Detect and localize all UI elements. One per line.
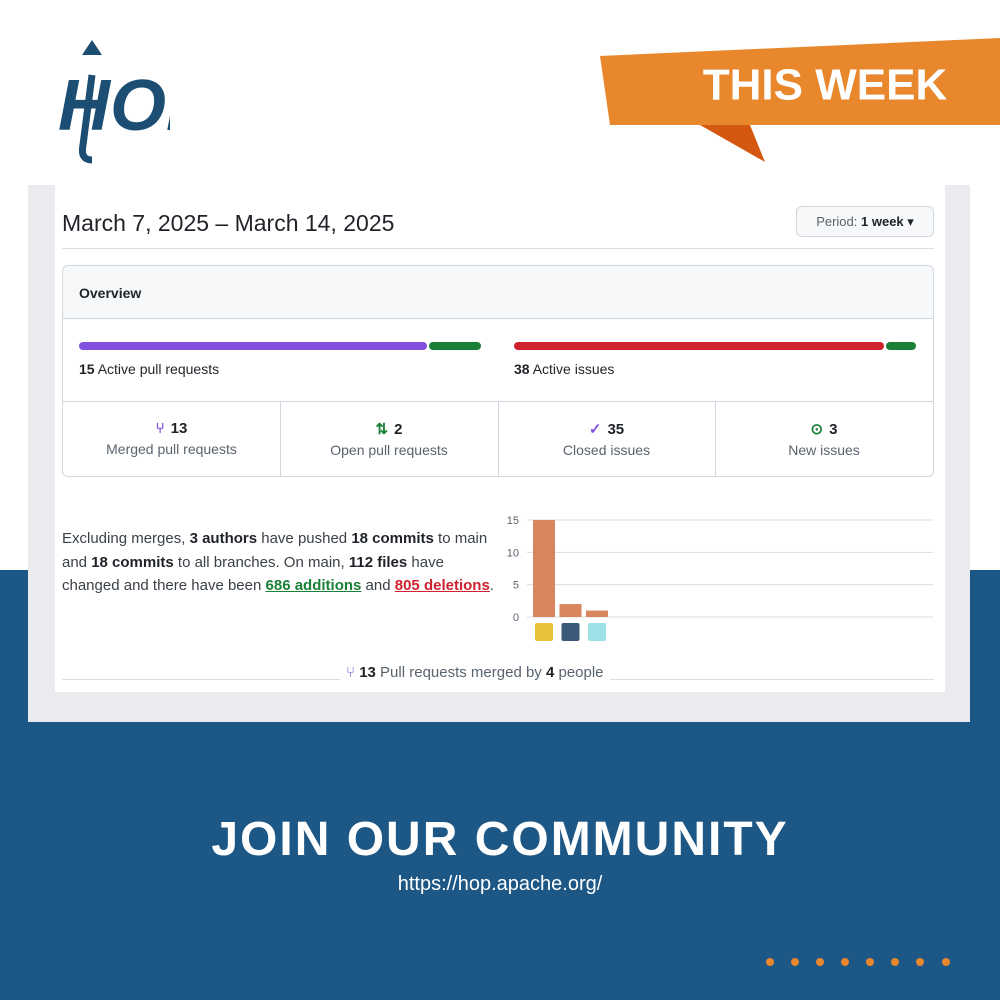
active-issues: 38 Active issues	[514, 361, 614, 377]
summary-text: 805 deletions	[394, 577, 490, 594]
avatar	[535, 623, 553, 641]
commit-chart: 0 5 10 15	[507, 515, 933, 641]
cta-url[interactable]: https://hop.apache.org/	[397, 873, 603, 895]
summary: Excluding merges, 3 authors have pushed …	[62, 527, 502, 598]
label: Active pull requests	[97, 361, 220, 377]
banner-text: THIS WEEK	[703, 61, 948, 110]
bar-segment	[886, 342, 916, 350]
cta-title: JOIN OUR COMMUNITY	[211, 813, 789, 866]
overview-title: Overview	[79, 285, 142, 301]
period-label: Period:	[816, 214, 858, 229]
dots	[766, 958, 950, 966]
people: 4	[545, 664, 555, 681]
stat: ⑂ 13 Merged pull requests	[63, 402, 281, 476]
stat: ✓ 35 Closed issues	[498, 402, 716, 476]
bar-segment	[429, 342, 481, 350]
stat-icon: ✓	[588, 421, 602, 438]
avatar	[588, 623, 606, 641]
count: 2	[394, 421, 403, 438]
logo-art: HOP	[58, 40, 170, 164]
count: 13	[170, 420, 188, 437]
text: people	[558, 664, 604, 681]
stat-label: Open pull requests	[330, 442, 448, 458]
count: 13	[359, 664, 376, 681]
stat-icon: ⊙	[810, 421, 824, 438]
summary-text: 3 authors	[189, 530, 258, 547]
bar	[559, 604, 582, 617]
summary-text: 686 additions	[265, 577, 362, 594]
logo: HOP	[58, 66, 170, 146]
summary-text: 18 commits	[91, 553, 174, 571]
y-tick-label: 15	[507, 515, 519, 527]
avatar	[561, 623, 580, 641]
stat-number: ⊙ 3	[716, 420, 933, 438]
period-value: 1 week	[861, 214, 904, 229]
count: 3	[829, 421, 838, 438]
y-tick-label: 0	[513, 612, 519, 624]
bar-segment	[79, 342, 428, 350]
bar	[586, 610, 608, 617]
overview-box: Overview 15 Active pull requests 38 Acti…	[62, 265, 934, 477]
active-prs: 15 Active pull requests	[79, 361, 219, 377]
summary-text: to main and	[62, 530, 488, 571]
count: 35	[607, 421, 625, 438]
divider	[63, 401, 933, 402]
count: 15	[79, 361, 95, 377]
stat: ⇅ 2 Open pull requests	[281, 402, 499, 476]
stat-number: ⇅ 2	[281, 420, 498, 438]
label: Active issues	[532, 361, 615, 377]
stat-icon: ⑂	[155, 420, 165, 437]
overview-header	[63, 266, 933, 319]
count: 38	[514, 361, 530, 377]
divider	[62, 248, 934, 249]
stat: ⊙ 3 New issues	[716, 402, 933, 476]
stat-label: Closed issues	[562, 442, 651, 458]
summary-text: and	[361, 577, 395, 594]
bar	[533, 520, 555, 617]
summary-text: have pushed	[257, 530, 352, 547]
summary-text: Excluding merges,	[62, 530, 190, 547]
period-button[interactable]: Period: 1 week ▾	[796, 206, 934, 237]
merged-footer: ⑂ 13 Pull requests merged by 4 people	[340, 664, 610, 681]
stat-label: New issues	[788, 442, 860, 458]
issue-bar	[514, 342, 918, 350]
summary-text: .	[489, 577, 494, 594]
stat-number: ⑂ 13	[63, 420, 280, 437]
text: Pull requests merged by	[380, 664, 542, 681]
banner-art: THIS WEEK	[600, 38, 1000, 162]
stat-icon: ⇅	[375, 421, 389, 438]
summary-text: have changed and there have been	[62, 553, 444, 595]
y-tick-label: 5	[513, 580, 519, 592]
summary-text: 18 commits	[351, 530, 434, 547]
pr-bar	[79, 342, 483, 350]
date-range: March 7, 2025 – March 14, 2025	[62, 210, 395, 236]
bar-segment	[514, 342, 885, 350]
y-tick-label: 10	[507, 547, 519, 559]
stat-number: ✓ 35	[498, 420, 715, 438]
stat-label: Merged pull requests	[106, 441, 237, 457]
summary-text: 112 files	[348, 553, 408, 571]
summary-text: to all branches. On main,	[173, 553, 349, 571]
